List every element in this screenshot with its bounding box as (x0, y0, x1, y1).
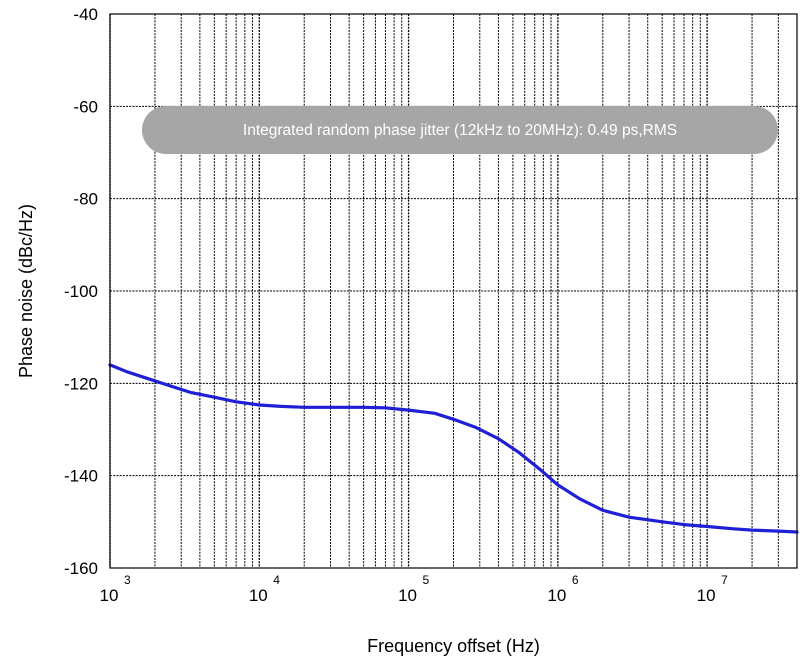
x-tick-exponent: 6 (572, 573, 579, 587)
data-point (303, 406, 306, 409)
data-point (497, 437, 500, 440)
plot-frame (109, 13, 798, 569)
data-point (280, 405, 282, 408)
y-tick-label: -120 (64, 374, 98, 393)
x-tick-exponent: 7 (721, 573, 728, 587)
data-point (518, 451, 520, 454)
data-point (235, 401, 237, 403)
data-point (258, 404, 261, 406)
data-point (601, 509, 604, 512)
y-tick-label: -100 (64, 282, 98, 301)
x-tick-exponent: 5 (423, 573, 430, 587)
data-point (661, 521, 663, 523)
data-point (407, 409, 410, 411)
x-tick-base: 10 (249, 586, 268, 605)
data-point (777, 530, 780, 532)
data-point (213, 396, 216, 398)
x-tick-exponent: 4 (273, 573, 280, 587)
data-point (628, 516, 630, 519)
y-tick-labels: -40 -60 -80 -100 -120 -140 -160 (64, 5, 98, 578)
x-tick-base: 10 (547, 586, 566, 605)
data-point (168, 384, 171, 387)
data-point (452, 418, 455, 421)
y-axis-label: Phase noise (dBc/Hz) (16, 204, 36, 378)
data-point (384, 407, 387, 409)
x-axis-label: Frequency offset (Hz) (367, 636, 540, 656)
annotation-background (142, 106, 778, 154)
data-point (538, 467, 540, 470)
y-tick-label: -140 (64, 467, 98, 486)
y-tick-label: -80 (73, 190, 98, 209)
data-point (474, 426, 477, 428)
data-point (578, 497, 581, 500)
y-tick-label: -60 (73, 97, 98, 116)
x-tick-base: 10 (398, 586, 417, 605)
jitter-annotation: Integrated random phase jitter (12kHz to… (142, 106, 778, 154)
data-point (329, 406, 332, 409)
data-point (557, 484, 559, 486)
annotation-text: Integrated random phase jitter (12kHz to… (243, 122, 677, 139)
data-point (362, 406, 365, 409)
data-point (683, 523, 685, 526)
y-tick-label: -40 (73, 5, 98, 24)
x-tick-base: 10 (100, 586, 119, 605)
data-point (706, 525, 708, 528)
data-point (434, 412, 436, 415)
x-tick-base: 10 (697, 586, 716, 605)
y-tick-label: -160 (64, 559, 98, 578)
x-tick-exponent: 3 (124, 573, 131, 587)
x-tick-labels: 10 3 10 4 10 5 10 6 10 7 (100, 573, 729, 605)
data-point (732, 527, 735, 530)
data-point (190, 391, 193, 394)
data-point (126, 370, 128, 373)
data-point (751, 529, 753, 531)
grid-lines (109, 13, 798, 569)
data-point (147, 377, 149, 380)
series-group (108, 363, 799, 534)
